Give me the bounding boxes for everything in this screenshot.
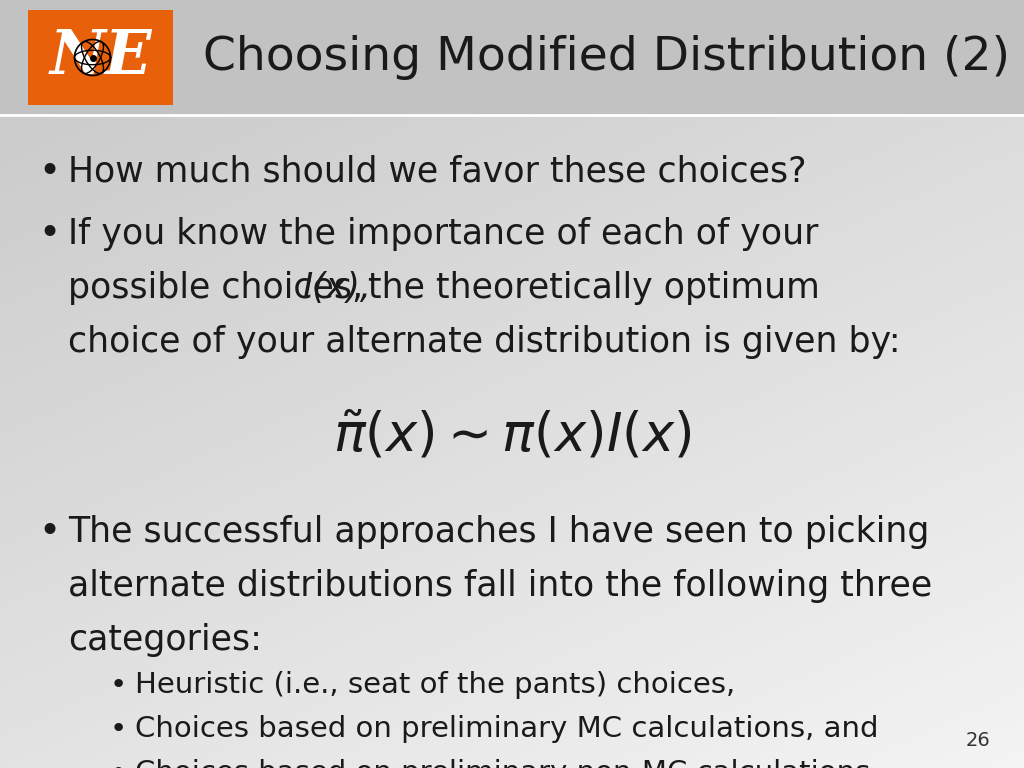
Text: If you know the importance of each of your: If you know the importance of each of yo… xyxy=(68,217,818,251)
Text: •: • xyxy=(38,155,60,191)
Text: •: • xyxy=(110,671,127,699)
Text: Heuristic (i.e., seat of the pants) choices,: Heuristic (i.e., seat of the pants) choi… xyxy=(135,671,735,699)
Text: How much should we favor these choices?: How much should we favor these choices? xyxy=(68,155,807,189)
Text: Choosing Modified Distribution (2): Choosing Modified Distribution (2) xyxy=(203,35,1010,80)
Text: choice of your alternate distribution is given by:: choice of your alternate distribution is… xyxy=(68,325,900,359)
Text: $\tilde{\pi}\left(x\right) \sim \pi\left(x\right) I\left(x\right)$: $\tilde{\pi}\left(x\right) \sim \pi\left… xyxy=(333,410,691,462)
Bar xyxy=(0,0,1024,115)
Text: •: • xyxy=(38,515,60,551)
Text: NE: NE xyxy=(49,28,152,88)
Text: categories:: categories: xyxy=(68,623,262,657)
Bar xyxy=(28,10,173,105)
Text: Choices based on preliminary MC calculations, and: Choices based on preliminary MC calculat… xyxy=(135,715,879,743)
Text: •: • xyxy=(38,217,60,253)
Text: 26: 26 xyxy=(966,731,990,750)
Text: the theoretically optimum: the theoretically optimum xyxy=(357,271,820,305)
Text: I(x),: I(x), xyxy=(302,271,371,305)
Text: •: • xyxy=(110,759,127,768)
Text: Choices based on preliminary non-MC calculations.: Choices based on preliminary non-MC calc… xyxy=(135,759,880,768)
Text: alternate distributions fall into the following three: alternate distributions fall into the fo… xyxy=(68,569,932,603)
Text: •: • xyxy=(110,715,127,743)
Text: possible choices,: possible choices, xyxy=(68,271,374,305)
Text: The successful approaches I have seen to picking: The successful approaches I have seen to… xyxy=(68,515,930,549)
